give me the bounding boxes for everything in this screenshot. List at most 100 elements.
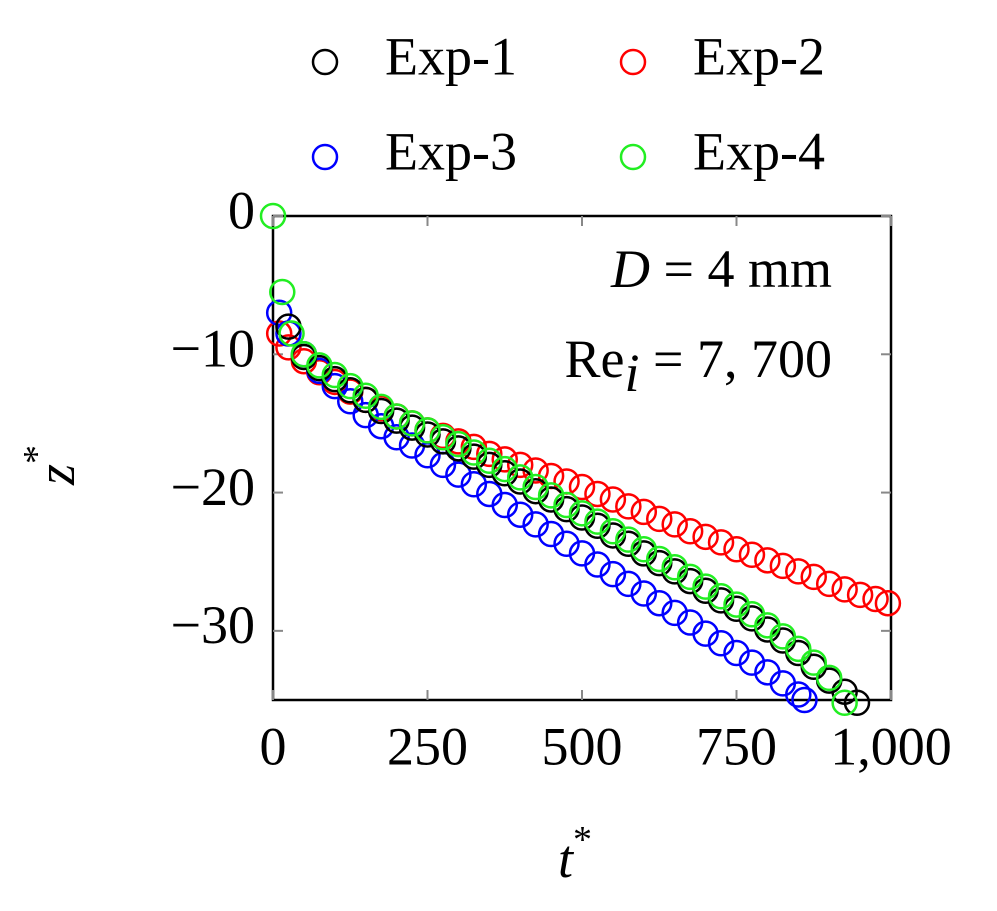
point bbox=[506, 451, 534, 479]
point bbox=[321, 372, 349, 400]
point bbox=[537, 520, 565, 548]
point bbox=[522, 473, 549, 501]
point bbox=[738, 649, 766, 676]
point bbox=[630, 536, 658, 563]
point bbox=[785, 681, 812, 708]
point bbox=[692, 573, 719, 600]
legend-marker bbox=[311, 48, 339, 76]
point bbox=[661, 599, 688, 627]
point bbox=[553, 491, 580, 519]
point bbox=[491, 455, 518, 483]
legend-marker bbox=[619, 48, 647, 76]
point bbox=[843, 689, 871, 717]
point bbox=[874, 589, 902, 617]
point bbox=[383, 424, 410, 451]
legend-label: Exp-4 bbox=[693, 121, 825, 181]
point bbox=[599, 486, 627, 513]
legend-label: Exp-3 bbox=[385, 121, 517, 181]
point bbox=[723, 639, 750, 667]
point bbox=[676, 563, 704, 591]
point bbox=[265, 320, 293, 347]
point bbox=[269, 278, 296, 306]
point bbox=[615, 493, 642, 520]
point bbox=[661, 553, 688, 581]
point bbox=[646, 589, 673, 617]
point bbox=[584, 480, 611, 508]
x-tick-label: 1,000 bbox=[830, 716, 952, 776]
annotation: Rei = 7, 700 bbox=[565, 329, 832, 403]
x-label-sup: * bbox=[573, 819, 592, 861]
point bbox=[815, 570, 843, 598]
point bbox=[537, 482, 565, 509]
point bbox=[476, 440, 503, 468]
point bbox=[337, 372, 364, 400]
point bbox=[278, 320, 305, 347]
point bbox=[568, 500, 596, 527]
point bbox=[646, 545, 673, 573]
point bbox=[584, 551, 611, 578]
point bbox=[522, 511, 549, 538]
annotation-part: = 4 mm bbox=[650, 239, 832, 299]
point bbox=[754, 547, 781, 574]
y-label-sup: * bbox=[16, 445, 58, 464]
annotation-part: D bbox=[610, 239, 650, 299]
point bbox=[831, 689, 858, 717]
point bbox=[429, 424, 457, 451]
point bbox=[398, 410, 426, 437]
point bbox=[800, 563, 827, 591]
point bbox=[445, 461, 472, 488]
point bbox=[275, 334, 302, 361]
x-tick-label: 0 bbox=[260, 716, 287, 776]
point bbox=[460, 471, 488, 498]
point bbox=[306, 352, 333, 379]
y-tick-label: −30 bbox=[171, 595, 255, 655]
point bbox=[791, 686, 818, 714]
y-tick-label: 0 bbox=[228, 180, 255, 240]
point bbox=[846, 581, 874, 609]
point bbox=[615, 526, 642, 553]
point bbox=[630, 498, 658, 526]
y-tick-label: −20 bbox=[171, 457, 255, 517]
y-axis-label: z* bbox=[16, 445, 87, 486]
point bbox=[707, 630, 735, 657]
point bbox=[738, 541, 766, 569]
x-label-base: t bbox=[558, 829, 575, 889]
point bbox=[723, 591, 750, 618]
point bbox=[599, 560, 627, 588]
point bbox=[707, 583, 735, 610]
x-tick-label: 750 bbox=[696, 716, 777, 776]
point bbox=[491, 491, 518, 519]
point bbox=[506, 501, 534, 528]
point bbox=[584, 508, 611, 535]
point bbox=[506, 464, 534, 491]
point bbox=[646, 505, 673, 533]
point bbox=[831, 576, 858, 603]
point bbox=[692, 620, 719, 647]
point bbox=[383, 403, 410, 430]
point bbox=[785, 558, 812, 585]
point bbox=[707, 529, 735, 556]
x-tick-label: 250 bbox=[387, 716, 468, 776]
y-tick-label: −10 bbox=[171, 319, 255, 379]
point bbox=[692, 523, 719, 551]
point bbox=[553, 530, 580, 557]
point bbox=[414, 417, 441, 444]
legend-label: Exp-1 bbox=[385, 26, 517, 86]
point bbox=[862, 585, 889, 613]
point bbox=[723, 536, 750, 563]
y-label-base: z bbox=[26, 464, 86, 486]
point bbox=[337, 388, 364, 415]
x-axis-label: t* bbox=[558, 819, 592, 890]
point bbox=[476, 447, 503, 475]
legend-marker bbox=[619, 143, 647, 171]
point bbox=[785, 635, 812, 663]
point bbox=[630, 580, 658, 607]
annotation-part: = 7, 700 bbox=[640, 329, 832, 389]
point bbox=[259, 202, 287, 230]
annotation-part: Re bbox=[565, 329, 625, 389]
annotation: D = 4 mm bbox=[610, 239, 832, 299]
point bbox=[568, 473, 596, 501]
point bbox=[615, 570, 642, 598]
point bbox=[815, 664, 843, 692]
